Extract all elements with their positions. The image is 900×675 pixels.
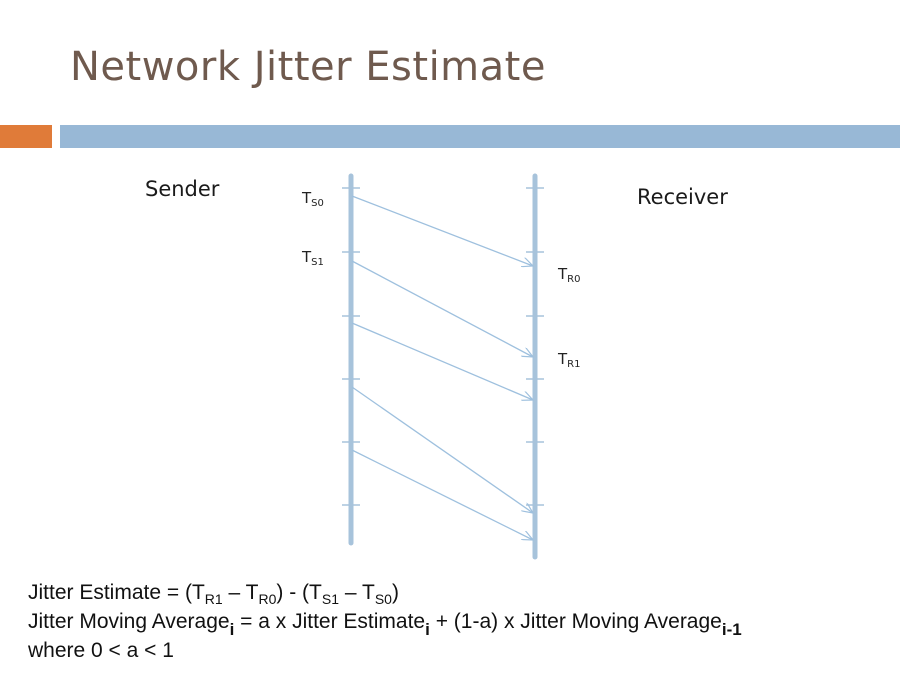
packet-arrow: [351, 322, 533, 400]
title-underline-bar: [60, 125, 900, 148]
tr1-label: TR1: [557, 350, 580, 370]
sender-label: Sender: [145, 177, 220, 201]
jitter-formula: Jitter Estimate = (TR1 – TR0) - (TS1 – T…: [28, 578, 742, 665]
slide-title: Network Jitter Estimate: [70, 44, 546, 90]
accent-bar: [0, 125, 52, 148]
moving-average-formula: Jitter Moving Averagei = a x Jitter Esti…: [28, 610, 742, 639]
tr0-label: TR0: [557, 265, 580, 285]
packet-arrow: [351, 195, 533, 266]
receiver-label: Receiver: [637, 185, 728, 209]
packet-arrows: [351, 195, 533, 540]
ts0-label: TS0: [301, 189, 324, 209]
sender-ticks: [342, 187, 360, 506]
receiver-ticks: [526, 187, 544, 506]
packet-arrow: [351, 386, 533, 513]
ts1-label: TS1: [301, 248, 324, 268]
alpha-constraint: where 0 < a < 1: [28, 639, 174, 662]
packet-arrow: [351, 449, 533, 540]
packet-arrow: [351, 260, 533, 357]
jitter-estimate-formula: Jitter Estimate = (TR1 – TR0) - (TS1 – T…: [28, 581, 399, 607]
